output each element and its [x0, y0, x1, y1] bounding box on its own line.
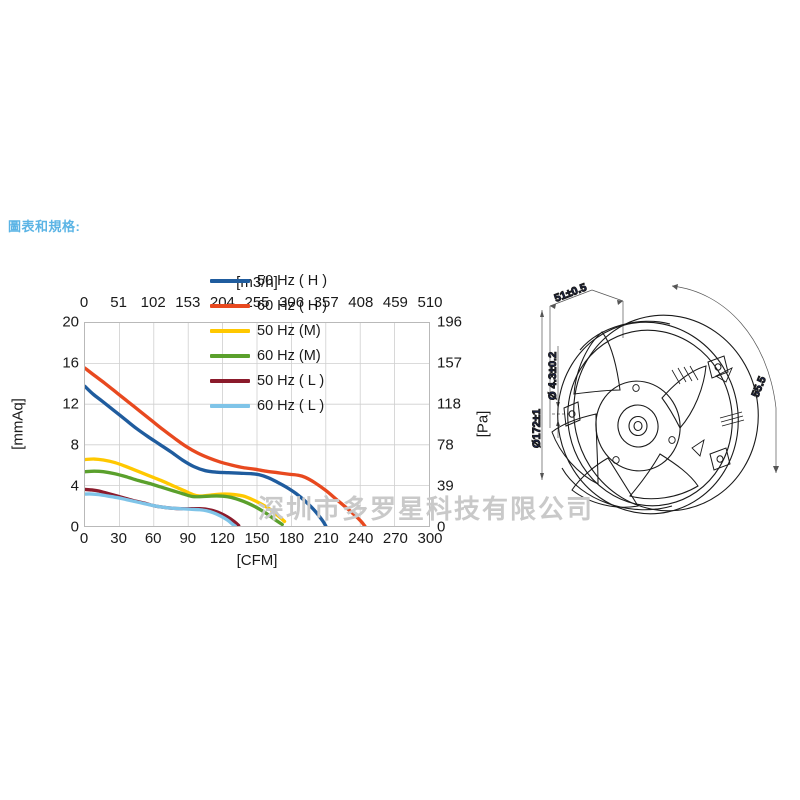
top-tick-label: 102	[140, 294, 166, 311]
top-tick-label: 204	[209, 294, 235, 311]
bottom-tick-label: 90	[179, 530, 197, 547]
bottom-tick-label: 150	[244, 530, 270, 547]
mounting-tabs	[563, 355, 731, 471]
top-tick-label: 357	[313, 294, 339, 311]
right-tick-label: 196	[437, 313, 463, 331]
bottom-axis-title: [CFM]	[236, 552, 278, 569]
bottom-tick-label: 270	[382, 530, 408, 547]
dim-outer-diameter-line	[540, 310, 544, 480]
bottom-tick-label: 300	[417, 530, 443, 547]
left-tick-label: 16	[62, 354, 79, 372]
top-tick-label: 153	[175, 294, 201, 311]
housing-label	[719, 411, 745, 427]
bottom-tick-label: 120	[209, 530, 235, 547]
top-tick-label: 408	[348, 294, 374, 311]
top-tick-label: 51	[110, 294, 127, 311]
top-axis-title: [m3/h]	[236, 274, 278, 291]
fan-performance-chart: [m3/h] [CFM] [mmAq] [Pa] 0 51 102 153 204 255…	[0, 262, 500, 582]
left-tick-label: 8	[70, 436, 79, 454]
left-tick-label: 20	[62, 313, 79, 331]
bottom-tick-label: 210	[313, 530, 339, 547]
top-tick-label: 255	[244, 294, 270, 311]
bottom-tick-label: 180	[279, 530, 305, 547]
bottom-tick-label: 0	[79, 530, 89, 547]
dim-outer-diameter-label: Ø172±1	[531, 409, 543, 448]
hub-screws	[612, 384, 676, 464]
left-tick-label: 12	[62, 395, 79, 413]
dim-depth-label: 51±0.5	[553, 282, 589, 305]
right-axis-title: [Pa]	[474, 410, 492, 438]
top-tick-label: 306	[279, 294, 305, 311]
bottom-tick-label: 240	[348, 530, 374, 547]
dim-arc-label: 55.5	[750, 375, 769, 399]
fan-housing	[557, 314, 759, 515]
legend-item: 50 Hz ( H )	[210, 270, 346, 292]
right-tick-label: 0	[437, 518, 446, 536]
motor-vents	[671, 365, 699, 385]
top-tick-label: 510	[417, 294, 443, 311]
left-tick-label: 0	[70, 518, 79, 536]
series-line-1	[85, 366, 367, 526]
series-line-5	[85, 492, 237, 526]
series-line-3	[85, 469, 284, 526]
right-tick-label: 78	[437, 436, 454, 454]
bottom-tick-label: 60	[144, 530, 162, 547]
right-tick-label: 39	[437, 477, 454, 495]
left-tick-label: 4	[70, 477, 79, 495]
bottom-tick-label: 30	[110, 530, 127, 547]
dim-arc-line	[671, 284, 779, 473]
fan-technical-drawing: 51±0.5 Ø172±1 Ø 4.3±0.2	[520, 268, 800, 558]
dim-hole-diameter-label: Ø 4.3±0.2	[547, 352, 559, 400]
plot-area	[84, 322, 430, 527]
page-title: 圖表和規格:	[8, 219, 81, 234]
curve-layer	[85, 366, 367, 526]
right-tick-label: 157	[437, 354, 463, 372]
top-tick-label: 0	[79, 294, 89, 311]
series-line-0	[85, 384, 328, 526]
dim-depth-line	[549, 289, 624, 428]
fan-blades	[551, 331, 707, 508]
airflow-arrow-icon	[691, 367, 733, 457]
left-axis-title: [mmAq]	[9, 398, 27, 450]
top-tick-label: 459	[382, 294, 408, 311]
right-tick-label: 118	[437, 395, 461, 413]
gridlines	[85, 323, 429, 526]
